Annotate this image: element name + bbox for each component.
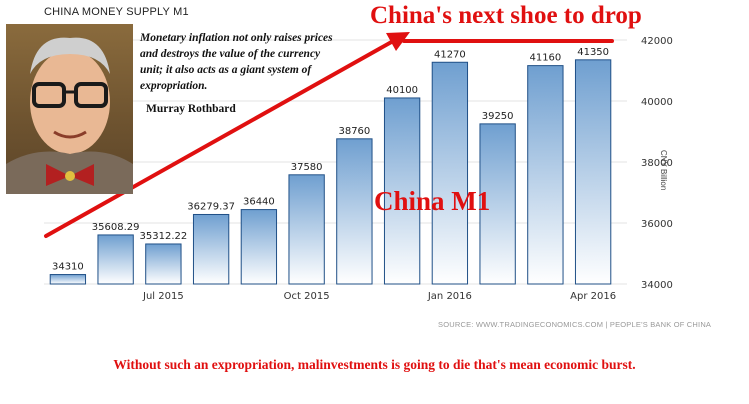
data-label: 38760 [338,126,370,137]
y-axis-ticks: 34000 36000 38000 40000 42000 [641,36,673,291]
x-tick-label: Oct 2015 [284,291,330,302]
data-label: 36279.37 [187,201,235,212]
y-axis-label: CNY Billion [659,150,668,191]
data-label: 37580 [291,162,323,173]
bar [240,209,278,285]
footer-note: Without such an expropriation, malinvest… [113,357,636,372]
bar [49,274,87,285]
data-label: 41270 [434,49,466,60]
x-axis-ticks: Jul 2015 Oct 2015 Jan 2016 Apr 2016 [142,291,616,302]
rothbard-quote: Monetary inflation not only raises price… [140,32,333,92]
quote-author: Murray Rothbard [146,103,236,115]
bar [527,65,564,285]
data-label: 39250 [482,111,514,122]
overlay-label: China M1 [374,186,491,216]
x-tick-label: Apr 2016 [570,291,616,302]
bar [431,61,469,285]
y-tick-label: 36000 [641,219,673,230]
data-label: 40100 [386,85,418,96]
bar [336,138,373,285]
bar [192,213,230,285]
bars [49,59,612,285]
x-tick-label: Jul 2015 [142,291,184,302]
bar [288,174,325,285]
y-tick-label: 42000 [641,36,673,47]
chart-title: CHINA MONEY SUPPLY M1 [44,6,189,18]
trend-arrow-line [44,38,397,238]
y-tick-label: 38000 [641,158,673,169]
y-tick-label: 40000 [641,97,673,108]
y-tick-label: 34000 [641,280,673,291]
bar [383,97,421,285]
bar [479,123,516,285]
bar [97,234,134,285]
trend-arrow-head [386,32,410,51]
data-label: 34310 [52,262,84,273]
headline: China's next shoe to drop [370,2,642,29]
data-label: 36440 [243,197,275,208]
data-label: 41350 [577,47,609,58]
bar [145,243,182,285]
x-tick-label: Jan 2016 [427,291,472,302]
source-note: SOURCE: WWW.TRADINGECONOMICS.COM | PEOPL… [438,320,712,329]
bar [574,59,612,285]
data-label: 41160 [529,53,561,64]
data-label: 35312.22 [140,231,188,242]
data-label: 35608.29 [92,222,140,233]
author-portrait [6,24,133,194]
